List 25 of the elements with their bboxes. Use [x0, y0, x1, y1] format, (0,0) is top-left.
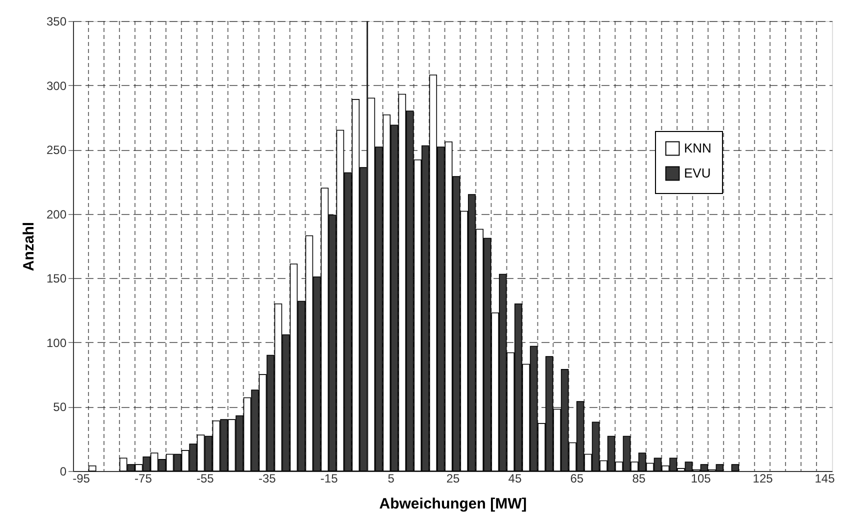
- x-tick-label: -35: [258, 472, 276, 486]
- y-tick-label: 300: [46, 78, 67, 93]
- x-tick-label: 65: [570, 472, 584, 486]
- x-tick-label: -95: [72, 472, 90, 486]
- x-tick-label: 45: [508, 472, 522, 486]
- y-tick-label: 350: [46, 14, 67, 28]
- y-tick-label: 150: [46, 272, 67, 286]
- x-tick-label: -75: [134, 472, 152, 486]
- x-tick-label: 105: [690, 472, 712, 486]
- y-tick-label: 50: [53, 400, 67, 414]
- legend-label: KNN: [684, 140, 712, 156]
- x-tick-label: 5: [388, 472, 395, 486]
- x-tick-label: -15: [320, 472, 338, 486]
- y-tick-label: 200: [46, 207, 67, 222]
- x-tick-label: 25: [446, 472, 460, 486]
- y-tick-label: 100: [46, 336, 67, 350]
- x-axis-title: Abweichungen [MW]: [379, 496, 527, 512]
- y-axis-title: Anzahl: [20, 222, 38, 272]
- y-tick-label: 0: [60, 464, 67, 478]
- legend-label: EVU: [684, 166, 711, 180]
- x-tick-label: 145: [814, 472, 836, 486]
- x-tick-label: 85: [632, 472, 646, 486]
- x-tick-label: 125: [752, 472, 774, 486]
- y-tick-label: 250: [46, 143, 67, 158]
- x-tick-label: -55: [196, 472, 214, 486]
